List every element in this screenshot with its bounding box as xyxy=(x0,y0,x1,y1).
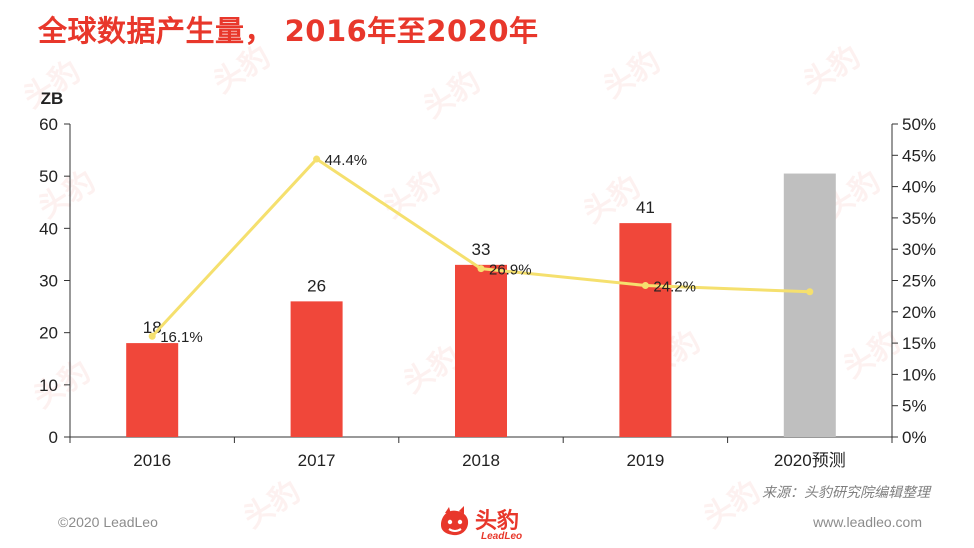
y2-tick-label: 25% xyxy=(902,272,936,291)
bar xyxy=(783,173,836,437)
y2-tick-label: 35% xyxy=(902,209,936,228)
y2-tick-label: 10% xyxy=(902,365,936,384)
x-tick-label: 2019 xyxy=(626,451,664,470)
line-point xyxy=(313,155,321,163)
bar xyxy=(126,343,179,437)
bar-value-label: 26 xyxy=(307,276,326,295)
y-tick-label: 50 xyxy=(39,167,58,186)
line-value-label: 44.4% xyxy=(325,152,368,169)
leopard-logo-icon xyxy=(441,506,469,536)
bar xyxy=(455,264,507,437)
line-value-label: 16.1% xyxy=(160,329,203,346)
x-tick-label: 2020预测 xyxy=(774,451,846,470)
x-tick-label: 2018 xyxy=(462,451,500,470)
source-note: 来源：头豹研究院编辑整理 xyxy=(762,485,930,501)
bar-value-label: 41 xyxy=(636,198,655,217)
y-tick-label: 30 xyxy=(39,272,58,291)
y-tick-label: 0 xyxy=(49,428,58,447)
y2-tick-label: 50% xyxy=(902,115,936,134)
line-point xyxy=(806,288,814,296)
y-axis-unit: ZB xyxy=(41,89,64,108)
y2-tick-label: 15% xyxy=(902,334,936,353)
logo-subtitle: LeadLeo xyxy=(481,531,523,542)
y2-tick-label: 45% xyxy=(902,146,936,165)
line-point xyxy=(641,282,649,290)
line-value-label: 24.2% xyxy=(653,279,696,296)
footer-logo: 头豹 LeadLeo xyxy=(437,503,537,545)
y2-tick-label: 5% xyxy=(902,397,927,416)
y-tick-label: 20 xyxy=(39,324,58,343)
x-tick-label: 2017 xyxy=(298,451,336,470)
x-tick-label: 2016 xyxy=(133,451,171,470)
website-link[interactable]: www.leadleo.com xyxy=(813,514,922,530)
y-tick-label: 40 xyxy=(39,219,58,238)
bar xyxy=(290,301,343,437)
y-tick-label: 10 xyxy=(39,376,58,395)
y2-tick-label: 0% xyxy=(902,428,927,447)
y2-tick-label: 40% xyxy=(902,178,936,197)
y-tick-label: 60 xyxy=(39,115,58,134)
line-point xyxy=(148,332,156,340)
line-point xyxy=(477,265,485,273)
line-value-label: 26.9% xyxy=(489,262,532,279)
bar xyxy=(619,223,672,437)
logo-name: 头豹 xyxy=(475,509,520,534)
page-title: 全球数据产生量， 2016年至2020年 xyxy=(38,14,539,48)
copyright-text: ©2020 LeadLeo xyxy=(58,514,158,530)
y2-tick-label: 20% xyxy=(902,303,936,322)
bar-value-label: 33 xyxy=(472,240,491,259)
y2-tick-label: 30% xyxy=(902,240,936,259)
